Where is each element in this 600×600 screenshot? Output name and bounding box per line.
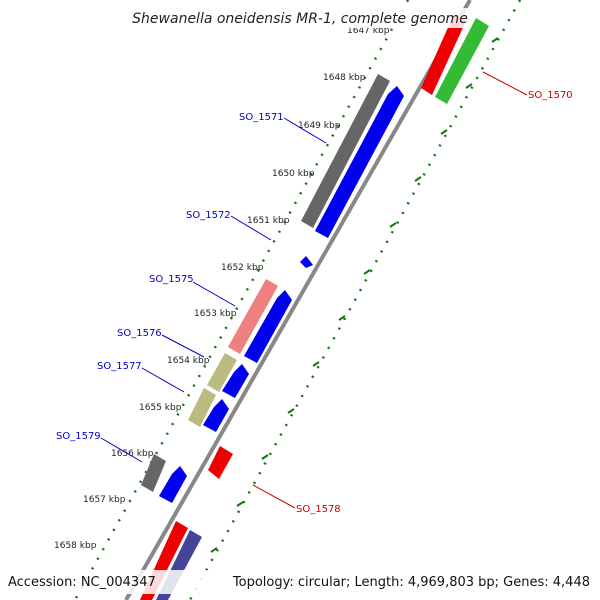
tick-label: 1653 kbp (194, 309, 237, 319)
gene-feature-blue[interactable] (222, 364, 249, 398)
tick-label: 1658 kbp (54, 541, 97, 551)
map-title: Shewanella oneidensis MR-1, complete gen… (132, 11, 468, 27)
tick-label: 1648 kbp (323, 73, 366, 83)
tick-label: 1655 kbp (139, 403, 182, 413)
gene-feature-blue[interactable] (244, 290, 292, 363)
leader-lines (100, 71, 528, 509)
genome-summary-text: Topology: circular; Length: 4,969,803 bp… (232, 575, 590, 590)
gene-feature-blue[interactable] (300, 256, 313, 268)
gene-label-so1575[interactable]: SO_1575 (149, 274, 194, 285)
gene-label-so1572[interactable]: SO_1572 (186, 210, 231, 221)
tick-label: 1647 kbp (347, 26, 390, 36)
inner-dotted-track (188, 0, 522, 600)
accession-text: Accession: NC_004347 (8, 575, 156, 590)
gene-feature-blue[interactable] (315, 86, 404, 238)
gene-feature-red[interactable] (208, 446, 233, 479)
inner-long-ticks (210, 37, 499, 553)
gene-feature-gray[interactable] (301, 74, 390, 228)
gene-feature-pink[interactable] (228, 279, 278, 354)
gene-feature-khaki[interactable] (207, 353, 237, 392)
gene-feature-blue[interactable] (203, 399, 229, 432)
outer-dotted-track (73, 0, 410, 600)
gene-feature-gray[interactable] (141, 454, 166, 492)
gene-label-so1576[interactable]: SO_1576 (117, 328, 162, 339)
title-backdrop (132, 8, 468, 28)
tick-label: 1652 kbp (221, 263, 264, 273)
gene-feature-green[interactable] (435, 18, 489, 104)
gene-label-so1578[interactable]: SO_1578 (296, 504, 341, 515)
gene-label-so1570[interactable]: SO_1570 (528, 90, 573, 101)
genome-backbone (124, 0, 472, 600)
gene-feature-khaki[interactable] (188, 388, 216, 427)
tick-label: 1654 kbp (167, 356, 210, 366)
gene-feature-blue[interactable] (159, 466, 187, 503)
tick-label: 1650 kbp (272, 169, 315, 179)
tick-label: 1649 kbp (298, 121, 341, 131)
gene-label-so1571[interactable]: SO_1571 (239, 112, 284, 123)
gene-feature-red[interactable] (421, 14, 466, 95)
tick-label: 1657 kbp (83, 495, 126, 505)
gene-label-so1579[interactable]: SO_1579 (56, 431, 101, 442)
footer-backdrop (0, 570, 600, 594)
tick-label: 1651 kbp (247, 216, 290, 226)
gene-label-so1577[interactable]: SO_1577 (97, 361, 142, 372)
tick-label: 1656 kbp (111, 449, 154, 459)
